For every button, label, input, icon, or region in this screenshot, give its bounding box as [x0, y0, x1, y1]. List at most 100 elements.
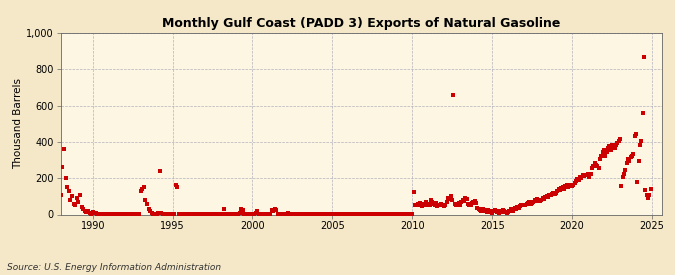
Point — [380, 212, 391, 216]
Point — [163, 212, 173, 216]
Point — [547, 191, 558, 196]
Point — [555, 188, 566, 192]
Point — [372, 212, 383, 216]
Point — [329, 212, 340, 216]
Point — [63, 189, 74, 193]
Point — [61, 185, 72, 189]
Point — [640, 188, 651, 192]
Point — [452, 201, 463, 206]
Point — [111, 212, 122, 216]
Point — [67, 194, 78, 199]
Point — [207, 212, 218, 216]
Point — [568, 182, 578, 187]
Point — [389, 212, 400, 216]
Point — [260, 212, 271, 216]
Point — [404, 212, 414, 216]
Point — [146, 210, 157, 215]
Point — [95, 211, 106, 216]
Point — [180, 212, 191, 216]
Point — [225, 212, 236, 216]
Point — [402, 212, 413, 216]
Point — [143, 207, 154, 211]
Point — [200, 212, 211, 216]
Point — [492, 210, 503, 214]
Point — [385, 212, 396, 216]
Point — [624, 159, 634, 163]
Point — [496, 210, 507, 214]
Point — [514, 206, 524, 210]
Point — [539, 197, 549, 201]
Point — [549, 191, 560, 196]
Point — [522, 200, 533, 205]
Point — [554, 187, 564, 191]
Point — [281, 211, 292, 216]
Point — [625, 155, 636, 160]
Point — [252, 209, 263, 213]
Point — [148, 211, 159, 216]
Point — [576, 176, 587, 180]
Point — [506, 207, 516, 211]
Point — [512, 205, 522, 210]
Point — [614, 137, 625, 141]
Point — [443, 196, 454, 200]
Point — [644, 193, 655, 198]
Point — [641, 192, 652, 197]
Point — [233, 212, 244, 216]
Point — [90, 211, 101, 216]
Point — [352, 212, 363, 216]
Point — [246, 212, 256, 216]
Point — [405, 212, 416, 216]
Point — [80, 209, 90, 213]
Point — [256, 212, 267, 216]
Point — [562, 183, 572, 188]
Point — [99, 212, 109, 216]
Point — [383, 212, 394, 216]
Point — [439, 204, 450, 208]
Point — [92, 211, 103, 216]
Point — [392, 212, 403, 216]
Point — [82, 209, 93, 213]
Point — [311, 212, 322, 216]
Point — [503, 210, 514, 214]
Point — [183, 212, 194, 216]
Point — [190, 212, 200, 216]
Point — [137, 187, 148, 191]
Point — [536, 198, 547, 202]
Point — [105, 212, 115, 216]
Point — [396, 212, 406, 216]
Point — [470, 200, 481, 205]
Point — [433, 202, 444, 207]
Point — [632, 180, 643, 184]
Point — [115, 212, 126, 216]
Point — [479, 208, 489, 212]
Point — [266, 208, 277, 212]
Point — [595, 157, 605, 161]
Point — [407, 212, 418, 216]
Point — [601, 150, 612, 154]
Point — [107, 212, 117, 216]
Point — [228, 212, 239, 216]
Point — [597, 150, 608, 154]
Point — [462, 197, 472, 201]
Point — [241, 212, 252, 216]
Point — [138, 185, 149, 189]
Point — [213, 212, 224, 216]
Point — [639, 54, 649, 59]
Point — [182, 212, 192, 216]
Point — [153, 211, 163, 215]
Point — [428, 201, 439, 206]
Point — [551, 191, 562, 195]
Point — [206, 212, 217, 216]
Point — [645, 187, 656, 191]
Point — [559, 187, 570, 191]
Point — [87, 210, 98, 214]
Point — [532, 197, 543, 201]
Title: Monthly Gulf Coast (PADD 3) Exports of Natural Gasoline: Monthly Gulf Coast (PADD 3) Exports of N… — [162, 17, 560, 31]
Point — [250, 211, 261, 216]
Point — [220, 211, 231, 216]
Point — [94, 212, 105, 216]
Point — [167, 212, 178, 216]
Point — [259, 212, 269, 216]
Point — [134, 212, 144, 216]
Point — [408, 190, 419, 194]
